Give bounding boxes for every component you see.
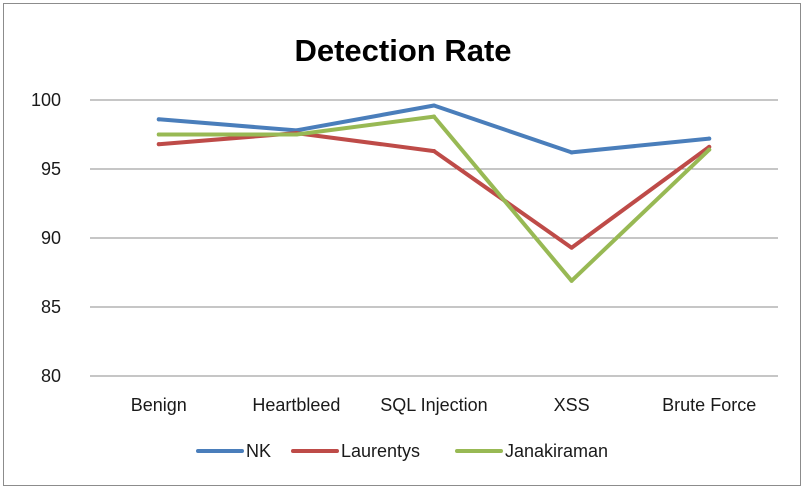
chart-title: Detection Rate [294,33,511,68]
x-axis-ticks: Benign Heartbleed SQL Injection XSS Brute Fo… [131,395,756,415]
chart-frame [3,3,801,486]
y-axis-ticks: 80 85 90 95 100 [31,90,61,386]
data-point-nk [707,136,712,141]
y-tick-label: 95 [41,159,61,179]
gridlines [90,99,778,377]
x-tick-label: SQL Injection [380,395,487,415]
x-tick-label: Heartbleed [252,395,340,415]
y-tick-label: 100 [31,90,61,110]
data-point-janakiraman [707,147,712,152]
legend-label: Laurentys [341,441,420,461]
legend-label: Janakiraman [505,441,608,461]
series-lines [156,103,712,283]
legend-label: NK [246,441,271,461]
data-point-laurentys [432,149,436,154]
data-point-janakiraman [294,132,299,137]
legend: NK Laurentys Janakiraman [196,441,608,461]
data-point-nk [156,117,161,122]
series-line-janakiraman [156,114,712,283]
data-point-laurentys [707,144,712,149]
y-tick-label: 80 [41,366,61,386]
series-line-nk [156,103,712,155]
x-tick-label: XSS [554,395,590,415]
data-point-laurentys [156,142,161,147]
data-point-janakiraman [432,114,436,119]
data-point-laurentys [569,245,574,250]
y-tick-label: 90 [41,228,61,248]
x-tick-label: Benign [131,395,187,415]
data-point-janakiraman [156,132,161,137]
data-point-janakiraman [569,278,574,283]
x-tick-label: Brute Force [662,395,756,415]
y-tick-label: 85 [41,297,61,317]
data-point-nk [569,150,574,155]
data-point-nk [432,103,436,108]
